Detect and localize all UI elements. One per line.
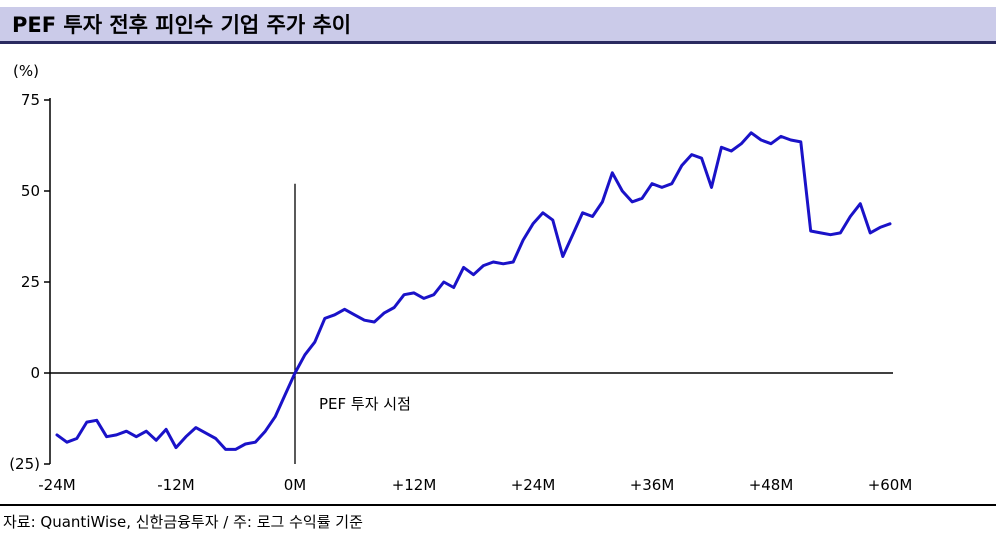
y-tick-label: 75 [21,91,40,109]
event-annotation: PEF 투자 시점 [319,395,411,413]
y-axis-unit-label: (%) [13,62,39,80]
x-tick-label: +24M [511,476,556,494]
x-tick-label: -12M [157,476,194,494]
chart-title: PEF 투자 전후 피인수 기업 주가 추이 [12,13,352,37]
y-tick-label: (25) [9,455,40,473]
x-tick-label: +48M [749,476,794,494]
source-note: 자료: QuantiWise, 신한금융투자 / 주: 로그 수익률 기준 [3,513,363,531]
y-tick-label: 0 [30,364,40,382]
x-tick-label: +36M [630,476,675,494]
x-tick-label: -24M [38,476,75,494]
x-tick-label: 0M [284,476,307,494]
chart-title-bar: PEF 투자 전후 피인수 기업 주가 추이 [0,7,996,44]
price-series-line [55,131,892,451]
y-tick-label: 50 [21,182,40,200]
y-tick-label: 25 [21,273,40,291]
x-tick-label: +12M [392,476,437,494]
footer-divider [0,504,996,506]
x-tick-label: +60M [868,476,913,494]
